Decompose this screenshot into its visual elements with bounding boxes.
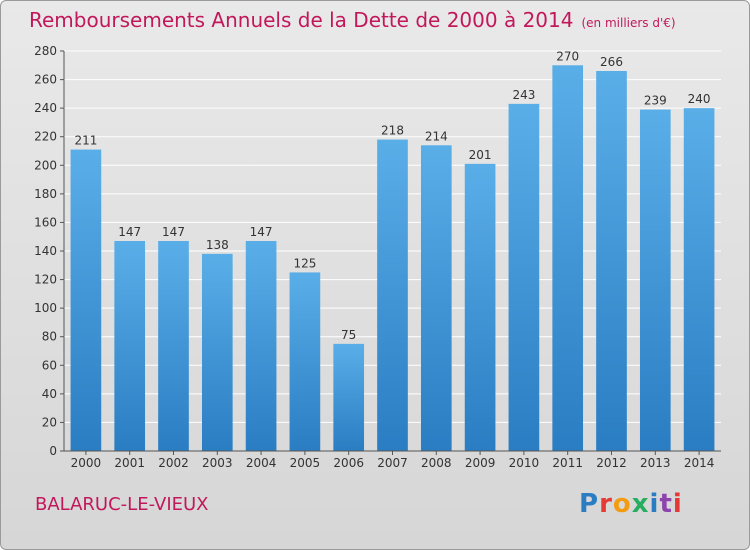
proxiti-logo: Proxiti [579, 489, 683, 519]
y-tick-label: 40 [42, 387, 57, 401]
x-tick-label: 2011 [552, 456, 583, 470]
x-tick-label: 2006 [333, 456, 364, 470]
bar-2000 [70, 149, 102, 452]
bar-2002 [158, 241, 189, 451]
x-tick-label: 2010 [509, 456, 540, 470]
logo-letter: i [649, 489, 660, 519]
bar-2006 [333, 343, 365, 451]
data-label-2001: 147 [118, 225, 141, 239]
x-tick-label: 2004 [246, 456, 277, 470]
data-label-2003: 138 [206, 238, 229, 252]
y-tick-label: 100 [34, 301, 57, 315]
bar-2007 [377, 139, 408, 452]
bar-2001 [114, 241, 146, 451]
data-label-2007: 218 [381, 124, 404, 138]
data-label-2005: 125 [293, 256, 316, 270]
x-tick-label: 2013 [640, 456, 671, 470]
data-label-2000: 211 [74, 134, 97, 148]
bar-2013 [639, 109, 671, 452]
bar-2009 [464, 163, 496, 451]
y-tick-label: 140 [34, 244, 57, 258]
data-label-2004: 147 [250, 225, 273, 239]
y-tick-label: 280 [34, 44, 57, 58]
x-tick-label: 2000 [71, 456, 102, 470]
bar-2008 [420, 145, 452, 452]
data-label-2006: 75 [341, 328, 356, 342]
logo-letter: x [631, 489, 650, 519]
bar-2012 [596, 71, 627, 451]
bars [70, 65, 715, 452]
bar-2003 [201, 253, 233, 451]
unit-label: (en milliers d'€) [581, 16, 676, 30]
y-tick-label: 240 [34, 101, 57, 115]
bar-2004 [245, 241, 277, 451]
y-tick-label: 80 [42, 330, 57, 344]
x-tick-label: 2005 [290, 456, 321, 470]
x-tick-label: 2012 [596, 456, 627, 470]
title-text: Remboursements Annuels de la Dette de 20… [29, 8, 574, 32]
data-label-2012: 266 [600, 55, 623, 69]
y-tick-label: 200 [34, 158, 57, 172]
x-tick-label: 2008 [421, 456, 452, 470]
x-tick-label: 2002 [158, 456, 189, 470]
data-label-2002: 147 [162, 225, 185, 239]
data-label-2008: 214 [425, 129, 448, 143]
commune-name: BALARUC-LE-VIEUX [35, 494, 209, 515]
logo-letter: t [659, 489, 673, 519]
logo-letter: o [612, 489, 632, 519]
bar-2014 [683, 108, 715, 452]
y-tick-label: 60 [42, 358, 57, 372]
logo-letter: P [579, 489, 600, 519]
data-label-2010: 243 [512, 88, 535, 102]
data-label-2013: 239 [644, 94, 667, 108]
data-label-2011: 270 [556, 49, 579, 63]
x-tick-label: 2009 [465, 456, 496, 470]
data-label-2009: 201 [469, 148, 492, 162]
data-label-2014: 240 [688, 92, 711, 106]
y-tick-label: 0 [49, 444, 57, 458]
y-tick-label: 180 [34, 187, 57, 201]
logo-letter: i [672, 489, 683, 519]
x-tick-label: 2001 [114, 456, 145, 470]
y-tick-label: 20 [42, 415, 57, 429]
y-tick-label: 260 [34, 73, 57, 87]
y-tick-label: 160 [34, 215, 57, 229]
y-tick-label: 220 [34, 130, 57, 144]
x-axis: 2000 2001 2002 2003 2004 2005 2006 2007 2008 2009… [64, 450, 721, 470]
x-tick-label: 2007 [377, 456, 408, 470]
data-labels: 211 147 147 138 147 125 75 218 214 201 243 270 266 23… [74, 49, 710, 342]
logo-letter: r [599, 489, 613, 519]
chart-title: Remboursements Annuels de la Dette de 20… [29, 8, 676, 32]
bar-2005 [289, 272, 321, 451]
x-tick-label: 2003 [202, 456, 233, 470]
bar-2011 [552, 65, 584, 452]
x-tick-label: 2014 [684, 456, 715, 470]
y-axis: 0 20 40 60 80 100 120 140 160 180 200 220 240 260 280 [34, 44, 65, 458]
y-tick-label: 120 [34, 273, 57, 287]
bar-2010 [508, 103, 540, 451]
